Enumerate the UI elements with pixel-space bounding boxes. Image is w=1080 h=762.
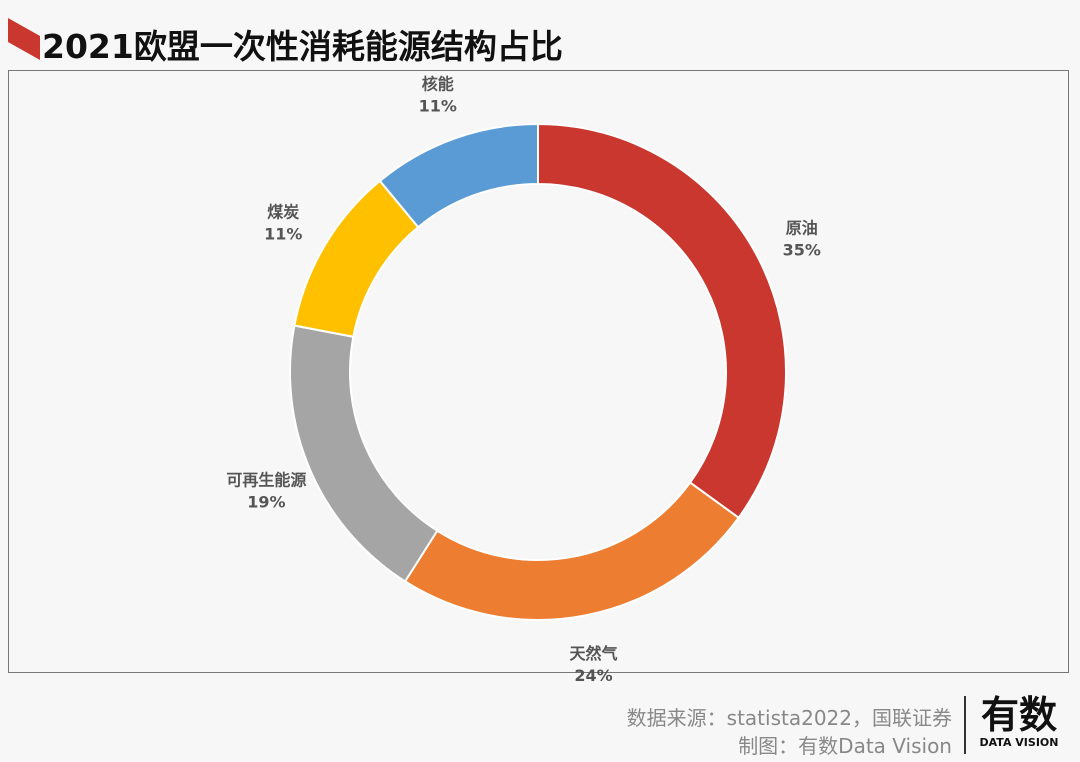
donut-slice-3 (289, 324, 439, 583)
logo-sub: DATA VISION (979, 736, 1059, 749)
category-label: 核能 (422, 74, 454, 93)
value-label: 24% (574, 666, 612, 685)
value-label: 35% (783, 241, 821, 260)
value-label: 11% (419, 96, 457, 115)
page-title: 2021欧盟一次性消耗能源结构占比 (42, 27, 563, 66)
value-label: 11% (264, 224, 302, 243)
logo: 有数 DATA VISION (974, 694, 1064, 749)
donut-slice-5 (378, 122, 539, 229)
category-label: 原油 (786, 219, 818, 238)
divider (964, 696, 966, 754)
donut-slice-1 (537, 122, 787, 520)
category-label: 可再生能源 (226, 471, 306, 490)
donut-slice-2 (403, 481, 741, 621)
chart-credit: 制图：有数Data Vision (738, 734, 952, 758)
data-source: 数据来源：statista2022，国联证券 (626, 706, 952, 730)
value-label: 19% (247, 493, 285, 512)
category-label: 天然气 (569, 644, 617, 663)
title-accent-mark (8, 18, 40, 60)
logo-main: 有数 (980, 693, 1057, 737)
category-label: 煤炭 (267, 202, 299, 221)
